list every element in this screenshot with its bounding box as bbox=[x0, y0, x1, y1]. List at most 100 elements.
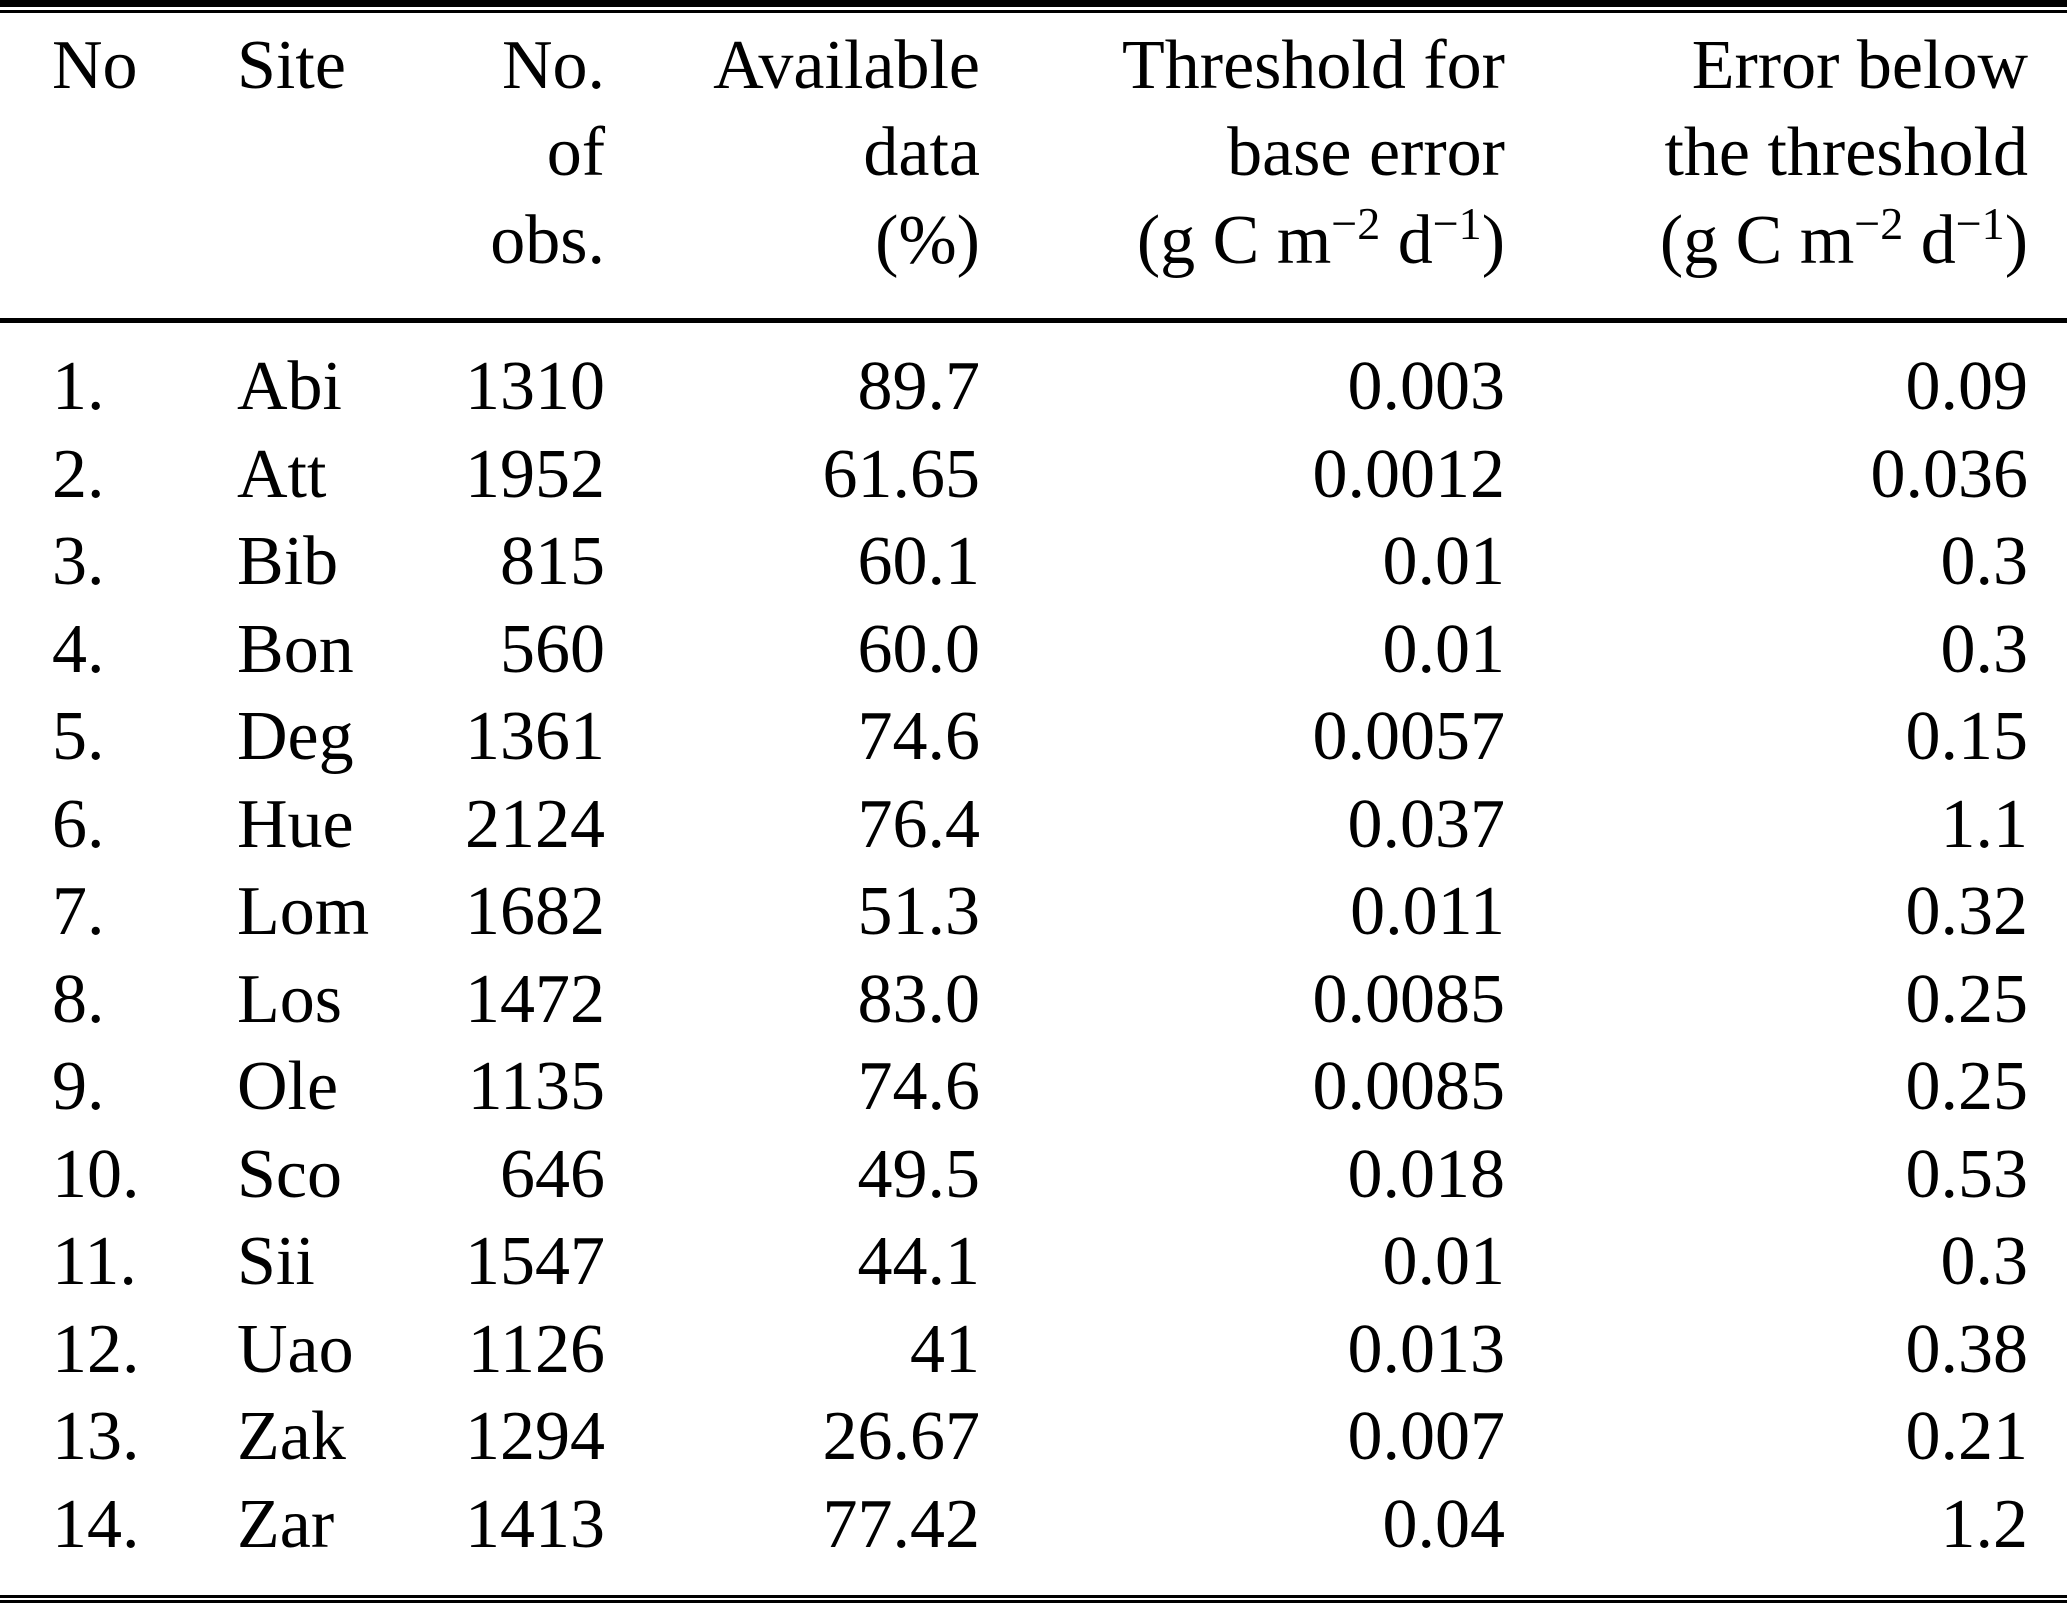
cell-threshold: 0.007 bbox=[1347, 1398, 1506, 1475]
cell-available: 49.5 bbox=[857, 1135, 981, 1213]
cell-no: 11. bbox=[52, 1223, 137, 1300]
header-line: No. bbox=[501, 26, 605, 104]
unit-text: ) bbox=[2004, 201, 2028, 279]
table-row: 13. Zak 1294 26.67 0.007 0.21 bbox=[0, 1393, 2067, 1481]
cell-no: 13. bbox=[52, 1398, 140, 1475]
cell-error: 0.3 bbox=[1940, 610, 2029, 688]
col-header-available-data: Available data (%) bbox=[610, 12, 985, 323]
cell-no: 14. bbox=[52, 1485, 140, 1563]
cell-threshold: 0.0085 bbox=[1312, 1048, 1506, 1125]
table-row: 14. Zar 1413 77.42 0.04 1.2 bbox=[0, 1481, 2067, 1597]
cell-error: 0.3 bbox=[1940, 523, 2029, 600]
header-line: Error below bbox=[1691, 26, 2028, 104]
cell-available: 60.0 bbox=[857, 610, 981, 688]
cell-site: Att bbox=[237, 435, 327, 513]
cell-no: 6. bbox=[52, 785, 105, 863]
cell-site: Uao bbox=[237, 1310, 354, 1388]
cell-threshold: 0.037 bbox=[1347, 785, 1506, 863]
header-line: data bbox=[863, 114, 980, 191]
header-line: No bbox=[52, 26, 138, 104]
header-line: base error bbox=[1227, 114, 1505, 191]
cell-no: 10. bbox=[52, 1135, 140, 1213]
cell-site: Abi bbox=[237, 348, 342, 425]
table-row: 4. Bon 560 60.0 0.01 0.3 bbox=[0, 606, 2067, 694]
cell-available: 60.1 bbox=[857, 523, 981, 600]
cell-available: 74.6 bbox=[857, 698, 981, 775]
cell-site: Lom bbox=[237, 873, 370, 950]
cell-site: Deg bbox=[237, 698, 354, 775]
cell-obs: 1682 bbox=[465, 873, 605, 950]
header-line: of bbox=[546, 114, 605, 191]
table-row: 11. Sii 1547 44.1 0.01 0.3 bbox=[0, 1218, 2067, 1306]
cell-site: Ole bbox=[237, 1048, 339, 1125]
cell-threshold: 0.01 bbox=[1382, 523, 1506, 600]
col-header-error: Error below the threshold (g C m−2 d−1) bbox=[1510, 12, 2067, 323]
cell-available: 76.4 bbox=[857, 785, 981, 863]
bottom-rule-thick bbox=[0, 1600, 2067, 1603]
cell-error: 0.15 bbox=[1905, 698, 2029, 775]
cell-no: 2. bbox=[52, 435, 105, 513]
cell-obs: 1310 bbox=[465, 348, 605, 425]
table-header: No Site No. of obs. Available data (%) T… bbox=[0, 12, 2067, 323]
cell-obs: 1135 bbox=[467, 1048, 605, 1125]
col-header-threshold: Threshold for base error (g C m−2 d−1) bbox=[985, 12, 1510, 323]
cell-available: 83.0 bbox=[857, 960, 981, 1038]
cell-site: Sco bbox=[237, 1135, 342, 1213]
cell-obs: 646 bbox=[500, 1135, 605, 1213]
cell-site: Sii bbox=[237, 1223, 315, 1300]
cell-available: 61.65 bbox=[822, 435, 981, 513]
cell-threshold: 0.018 bbox=[1347, 1135, 1506, 1213]
header-line: obs. bbox=[490, 201, 605, 279]
cell-obs: 1413 bbox=[465, 1485, 605, 1563]
header-unit: (g C m−2 d−1) bbox=[1510, 197, 2028, 285]
unit-text: d bbox=[1380, 201, 1433, 279]
cell-obs: 560 bbox=[500, 610, 605, 688]
unit-text: (g C m bbox=[1136, 201, 1332, 279]
cell-error: 0.3 bbox=[1940, 1223, 2029, 1300]
table-row: 1. Abi 1310 89.7 0.003 0.09 bbox=[0, 321, 2067, 431]
cell-no: 1. bbox=[52, 348, 105, 425]
cell-threshold: 0.013 bbox=[1347, 1310, 1506, 1388]
cell-error: 0.21 bbox=[1905, 1398, 2029, 1475]
cell-available: 89.7 bbox=[857, 348, 981, 425]
cell-error: 0.036 bbox=[1870, 435, 2029, 513]
header-line: (%) bbox=[875, 201, 980, 279]
cell-obs: 815 bbox=[500, 523, 605, 600]
cell-no: 5. bbox=[52, 698, 105, 775]
cell-site: Zar bbox=[237, 1485, 335, 1563]
header-line: Available bbox=[713, 26, 980, 104]
top-rule-thin bbox=[0, 10, 2067, 13]
cell-no: 12. bbox=[52, 1310, 140, 1388]
cell-threshold: 0.011 bbox=[1350, 873, 1505, 950]
table-row: 7. Lom 1682 51.3 0.011 0.32 bbox=[0, 868, 2067, 956]
cell-obs: 2124 bbox=[465, 785, 605, 863]
data-table: No Site No. of obs. Available data (%) T… bbox=[0, 12, 2067, 1597]
table-body: 1. Abi 1310 89.7 0.003 0.09 2. Att 1952 61.65 0.00… bbox=[0, 321, 2067, 1597]
cell-threshold: 0.003 bbox=[1347, 348, 1506, 425]
cell-error: 0.53 bbox=[1905, 1135, 2029, 1213]
unit-exponent: −2 bbox=[1331, 197, 1381, 249]
cell-obs: 1952 bbox=[465, 435, 605, 513]
cell-threshold: 0.04 bbox=[1382, 1485, 1506, 1563]
cell-error: 0.38 bbox=[1905, 1310, 2029, 1388]
cell-error: 0.32 bbox=[1905, 873, 2029, 950]
table-row: 5. Deg 1361 74.6 0.0057 0.15 bbox=[0, 693, 2067, 781]
cell-obs: 1294 bbox=[465, 1398, 605, 1475]
bottom-rule-thin bbox=[0, 1595, 2067, 1598]
cell-no: 4. bbox=[52, 610, 105, 688]
cell-site: Los bbox=[237, 960, 342, 1038]
col-header-site: Site bbox=[180, 12, 410, 323]
table-row: 3. Bib 815 60.1 0.01 0.3 bbox=[0, 518, 2067, 606]
header-unit: (g C m−2 d−1) bbox=[985, 197, 1505, 285]
cell-available: 77.42 bbox=[822, 1485, 981, 1563]
unit-exponent: −1 bbox=[1955, 197, 2005, 249]
cell-error: 0.25 bbox=[1905, 960, 2029, 1038]
unit-text: ) bbox=[1481, 201, 1505, 279]
cell-available: 44.1 bbox=[857, 1223, 981, 1300]
header-row: No Site No. of obs. Available data (%) T… bbox=[0, 12, 2067, 323]
cell-no: 9. bbox=[52, 1048, 105, 1125]
table-row: 10. Sco 646 49.5 0.018 0.53 bbox=[0, 1131, 2067, 1219]
col-header-no: No bbox=[0, 12, 180, 323]
cell-site: Zak bbox=[237, 1398, 346, 1475]
cell-obs: 1361 bbox=[465, 698, 605, 775]
